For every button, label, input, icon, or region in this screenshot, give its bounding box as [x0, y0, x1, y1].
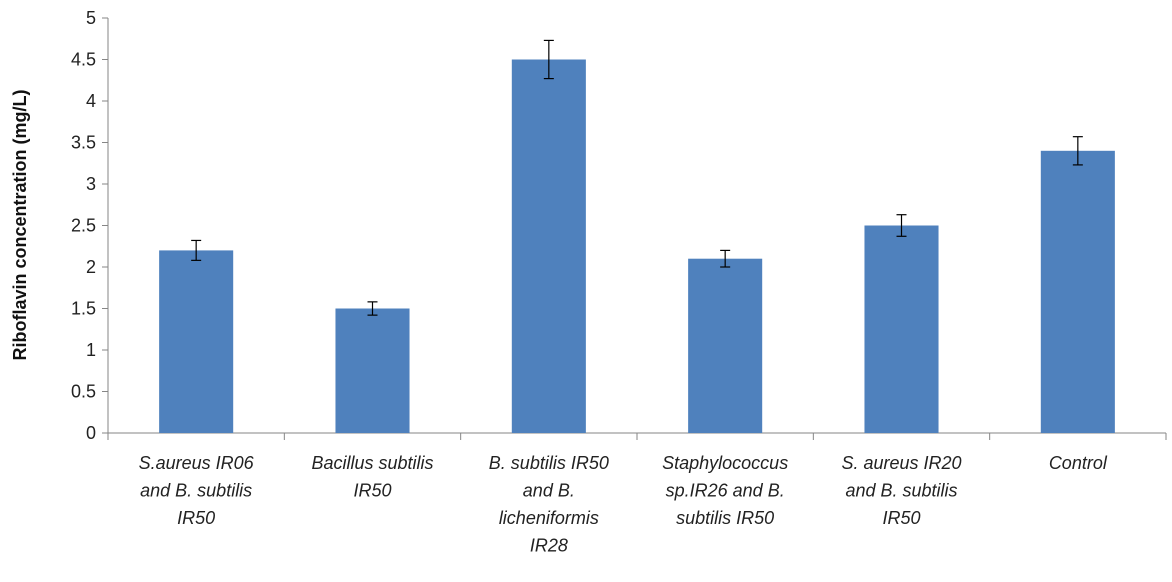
bar	[159, 250, 234, 433]
x-category-label-line: and B.	[523, 481, 575, 501]
y-tick-label: 2.5	[71, 216, 96, 236]
error-bar	[1072, 136, 1083, 166]
y-tick-label: 1	[86, 340, 96, 360]
bar	[1040, 150, 1115, 434]
x-category-label-line: Control	[1049, 453, 1108, 473]
x-category-label: S. aureus IR20 and B. subtilis IR50	[841, 453, 961, 528]
error-bar	[191, 239, 202, 261]
x-category-label-line: IR50	[177, 508, 215, 528]
y-tick-label: 3	[86, 174, 96, 194]
y-tick-label: 0.5	[71, 382, 96, 402]
y-tick-label: 3.5	[71, 133, 96, 153]
x-category-label-line: Staphylococcus	[662, 453, 788, 473]
x-category-label-line: sp.IR26 and B.	[666, 481, 785, 501]
y-tick-label: 4.5	[71, 50, 96, 70]
error-bar	[896, 214, 907, 237]
x-category-label: Staphylococcus sp.IR26 and B. subtilis IR5…	[662, 453, 788, 528]
y-tick-label: 4	[86, 91, 96, 111]
x-category-label-line: licheniformis	[499, 508, 599, 528]
x-category-label-line: IR50	[353, 481, 391, 501]
error-bar	[543, 39, 554, 80]
y-tick-label: 2	[86, 257, 96, 277]
y-axis-title: Riboflavin concentration (mg/L)	[10, 89, 30, 360]
x-category-label-line: S. aureus IR20	[841, 453, 961, 473]
x-category-label-line: subtilis IR50	[676, 508, 774, 528]
error-bar	[367, 301, 378, 316]
bar	[335, 308, 410, 433]
x-category-label-line: S.aureus IR06	[139, 453, 255, 473]
y-ticks: 0 0.5 1 1.5 2 2.5 3 3.5 4 4.5 5	[71, 8, 108, 443]
x-category-label-line: IR50	[882, 508, 920, 528]
y-tick-label: 5	[86, 8, 96, 28]
bar	[688, 258, 763, 433]
bar	[511, 59, 586, 433]
x-category-label-line: IR28	[530, 536, 568, 556]
bar	[864, 225, 939, 433]
x-category-label-line: Bacillus subtilis	[311, 453, 433, 473]
x-category-label: Control	[1049, 453, 1108, 473]
x-category-label-line: and B. subtilis	[140, 481, 252, 501]
error-bar	[720, 249, 731, 268]
error-bars	[191, 39, 1083, 316]
x-category-label-line: B. subtilis IR50	[489, 453, 609, 473]
x-category-label-line: and B. subtilis	[845, 481, 957, 501]
y-axis-title-group: Riboflavin concentration (mg/L)	[10, 89, 30, 360]
y-tick-label: 1.5	[71, 299, 96, 319]
x-category-label: B. subtilis IR50 and B. licheniformis IR28	[489, 453, 609, 556]
bars	[159, 59, 1115, 434]
x-category-label: S.aureus IR06 and B. subtilis IR50	[139, 453, 255, 528]
y-tick-label: 0	[86, 423, 96, 443]
axes	[107, 18, 1167, 440]
x-category-label: Bacillus subtilis IR50	[311, 453, 433, 501]
